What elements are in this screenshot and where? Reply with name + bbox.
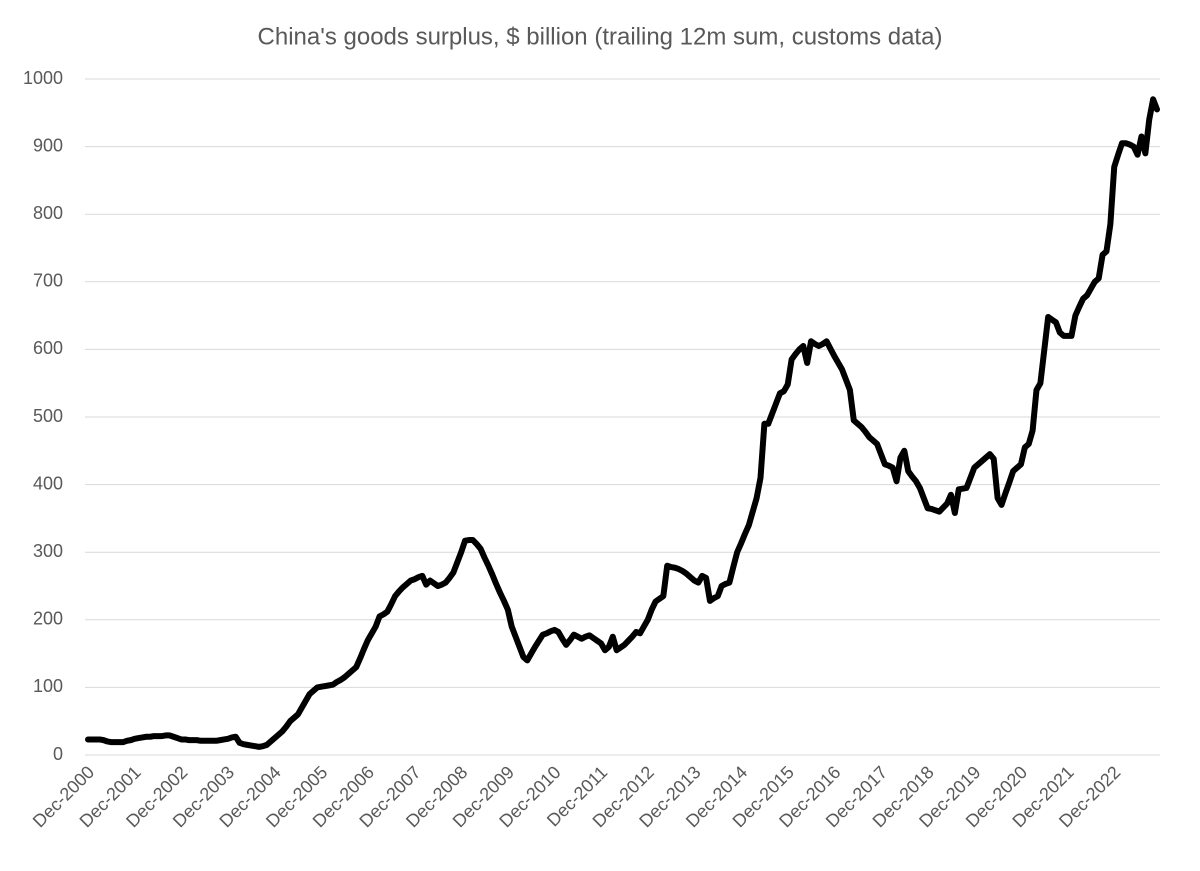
chart-title: China's goods surplus, $ billion (traili…: [258, 23, 943, 50]
y-tick-label: 200: [33, 609, 63, 629]
y-tick-label: 600: [33, 338, 63, 358]
y-tick-label: 1000: [23, 68, 63, 88]
y-tick-label: 700: [33, 271, 63, 291]
y-tick-label: 400: [33, 473, 63, 493]
y-tick-label: 100: [33, 676, 63, 696]
y-tick-label: 0: [53, 744, 63, 764]
y-tick-label: 300: [33, 541, 63, 561]
y-tick-label: 900: [33, 135, 63, 155]
y-tick-label: 800: [33, 203, 63, 223]
y-tick-label: 500: [33, 406, 63, 426]
data-line: [85, 96, 1160, 750]
